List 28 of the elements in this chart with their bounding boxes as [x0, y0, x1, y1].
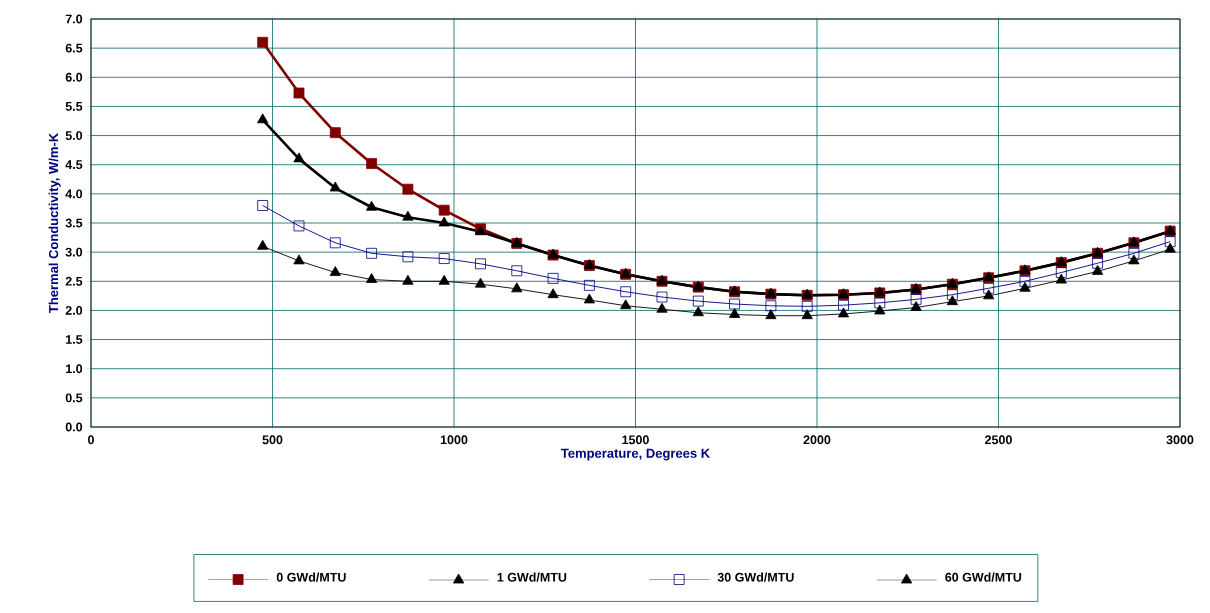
x-tick-label: 0 — [88, 435, 94, 445]
y-tick-label: 3.5 — [65, 218, 83, 228]
x-tick-label: 3000 — [1166, 435, 1194, 445]
y-tick-label: 1.5 — [66, 335, 83, 344]
x-tick-label: 2000 — [803, 435, 831, 445]
y-tick-label: 2.0 — [65, 306, 83, 315]
y-tick-label: 2.5 — [65, 276, 83, 286]
y-tick-label: 0.0 — [65, 422, 83, 432]
y-tick-label: 4.5 — [65, 160, 83, 170]
x-tick-label: 500 — [262, 435, 283, 445]
legend-label: 60 GWd/MTU — [945, 572, 1022, 582]
legend-label: 0 GWd/MTU — [276, 572, 346, 582]
y-tick-label: 0.5 — [65, 393, 83, 403]
x-tick-label: 1500 — [622, 435, 649, 445]
y-tick-label: 7.0 — [65, 14, 83, 24]
y-axis-title: Thermal Conductivity, W/m-K — [48, 132, 61, 314]
legend-label: 1 GWd/MTU — [497, 572, 567, 582]
x-tick-label: 1000 — [440, 435, 468, 445]
y-tick-label: 4.0 — [65, 189, 83, 199]
legend-label: 30 GWd/MTU — [717, 572, 794, 582]
x-tick-label: 2500 — [985, 435, 1012, 445]
y-tick-label: 5.5 — [65, 102, 83, 111]
y-tick-label: 6.5 — [65, 43, 83, 53]
y-tick-label: 5.0 — [65, 131, 83, 140]
x-axis-title: Temperature, Degrees K — [560, 448, 710, 461]
y-tick-label: 1.0 — [66, 364, 83, 374]
y-tick-label: 3.0 — [65, 247, 83, 257]
y-tick-label: 6.0 — [65, 72, 83, 82]
